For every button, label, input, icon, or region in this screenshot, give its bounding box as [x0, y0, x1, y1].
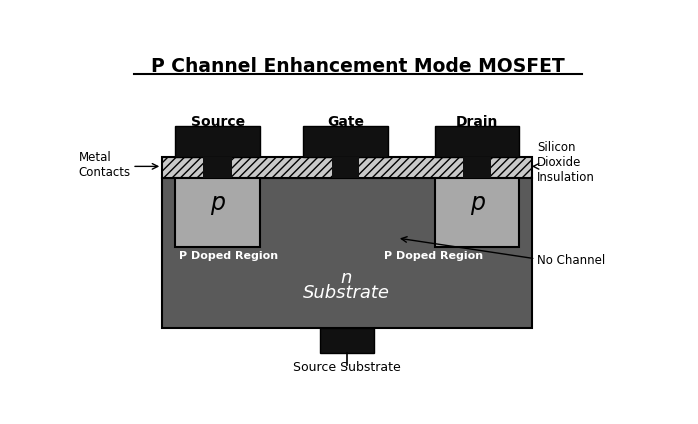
Text: P Doped Region: P Doped Region [384, 251, 483, 261]
Bar [320, 328, 374, 353]
Text: n: n [341, 269, 352, 287]
Text: No Channel: No Channel [537, 254, 605, 267]
Bar [203, 157, 232, 178]
Text: P Doped Region: P Doped Region [179, 251, 279, 261]
Bar [463, 157, 491, 178]
Text: Source Substrate: Source Substrate [293, 361, 401, 374]
Bar [332, 157, 359, 178]
Text: p: p [470, 191, 484, 215]
Text: Source: Source [191, 115, 244, 129]
Bar [175, 126, 260, 157]
Text: p: p [210, 191, 225, 215]
Text: Silicon
Dioxide
Insulation: Silicon Dioxide Insulation [537, 141, 595, 184]
Text: Metal
Contacts: Metal Contacts [78, 151, 131, 179]
Bar [162, 178, 532, 328]
Text: Drain: Drain [456, 115, 498, 129]
Bar [162, 157, 532, 178]
Bar [436, 178, 519, 247]
Text: Gate: Gate [327, 115, 364, 129]
Text: Substrate: Substrate [303, 285, 389, 302]
Bar [303, 126, 388, 157]
Bar [436, 126, 519, 157]
Bar [175, 178, 260, 247]
Text: P Channel Enhancement Mode MOSFET: P Channel Enhancement Mode MOSFET [151, 57, 565, 76]
